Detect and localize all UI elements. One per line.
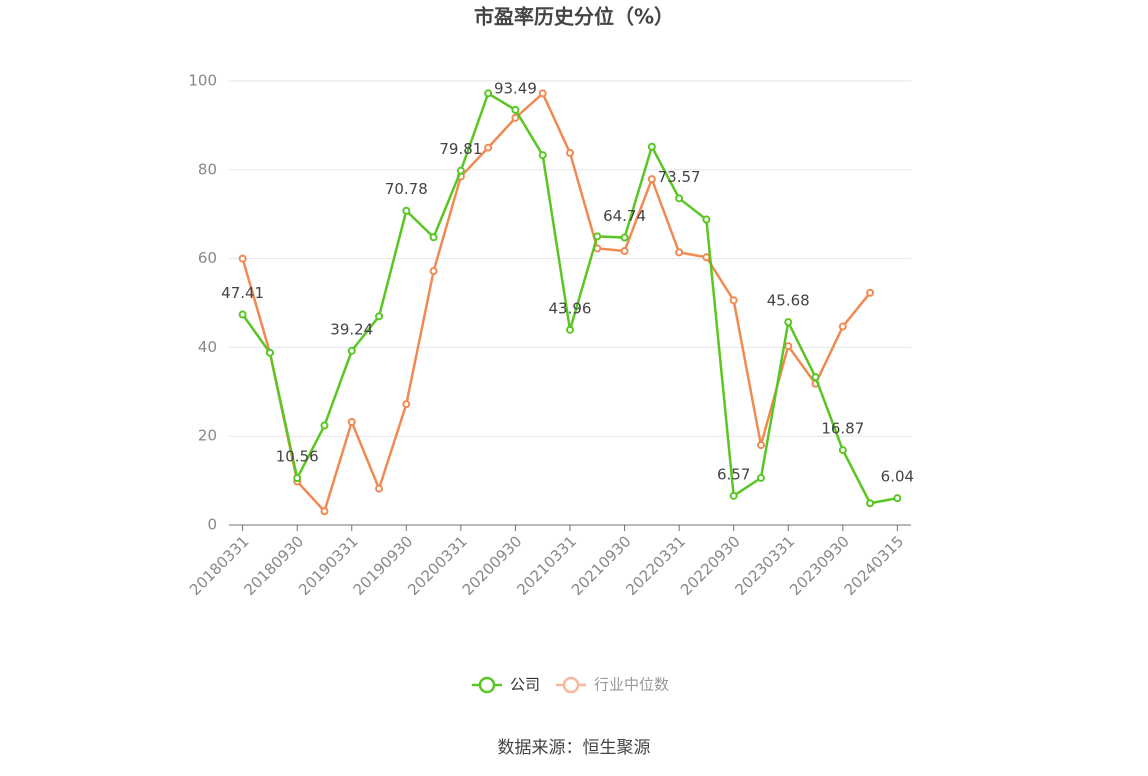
legend-label: 行业中位数 [594, 676, 669, 694]
data-point [729, 296, 738, 305]
data-point [593, 232, 602, 241]
legend-label: 公司 [510, 676, 540, 694]
legend-item[interactable]: 行业中位数 [556, 676, 669, 694]
data-point [265, 348, 274, 357]
data-point [484, 143, 493, 152]
y-tick-label: 60 [198, 249, 217, 267]
data-point [784, 318, 793, 327]
data-point [320, 421, 329, 430]
data-point [647, 175, 656, 184]
data-label: 6.57 [717, 465, 750, 483]
data-label: 70.78 [385, 180, 428, 198]
data-point [702, 253, 711, 262]
data-point [784, 342, 793, 351]
data-label: 47.41 [221, 284, 264, 302]
data-point [729, 491, 738, 500]
data-label: 64.74 [603, 207, 646, 225]
y-tick-label: 100 [188, 72, 217, 90]
y-tick-label: 20 [198, 427, 217, 445]
data-point [293, 474, 302, 483]
data-label: 45.68 [767, 292, 810, 310]
data-point [675, 248, 684, 257]
source-note: 数据来源：恒生聚源 [498, 738, 651, 758]
data-point [675, 194, 684, 203]
data-point [838, 322, 847, 331]
data-point [375, 312, 384, 321]
data-point [538, 89, 547, 98]
data-point [347, 346, 356, 355]
data-point [538, 151, 547, 160]
data-point [484, 89, 493, 98]
data-point [566, 148, 574, 157]
data-point [429, 267, 438, 276]
data-point [866, 288, 875, 297]
data-point [511, 105, 520, 114]
data-point [702, 215, 711, 224]
data-point [811, 373, 820, 382]
data-point [866, 499, 875, 508]
data-label: 6.04 [881, 468, 914, 486]
data-point [566, 325, 574, 334]
legend-item[interactable]: 公司 [472, 676, 540, 694]
data-point [620, 247, 629, 256]
data-point [375, 484, 384, 493]
data-point [238, 310, 247, 319]
data-label: 10.56 [276, 448, 319, 466]
data-point [756, 473, 765, 482]
data-point [456, 166, 465, 175]
y-tick-label: 40 [198, 338, 217, 356]
data-point [238, 254, 247, 263]
data-point [756, 441, 765, 450]
data-point [647, 142, 656, 151]
data-point [402, 206, 411, 215]
y-tick-label: 80 [198, 160, 217, 178]
data-label: 16.87 [821, 420, 864, 438]
data-point [620, 233, 629, 242]
data-label: 43.96 [549, 299, 592, 317]
data-point [402, 400, 411, 409]
data-point [347, 417, 356, 426]
data-point [838, 446, 847, 455]
data-label: 73.57 [658, 168, 701, 186]
chart-title: 市盈率历史分位（%） [474, 5, 674, 29]
data-label: 39.24 [330, 320, 373, 338]
data-point [893, 494, 902, 503]
data-label: 79.81 [439, 140, 482, 158]
x-tick-label: 20240315 [841, 532, 908, 599]
y-tick-label: 0 [207, 516, 217, 534]
data-point [429, 233, 438, 242]
legend-marker [562, 676, 580, 694]
data-label: 93.49 [494, 79, 537, 97]
data-point [320, 507, 329, 516]
series-line [241, 91, 872, 514]
data-point [511, 113, 520, 122]
legend-marker [478, 676, 496, 694]
